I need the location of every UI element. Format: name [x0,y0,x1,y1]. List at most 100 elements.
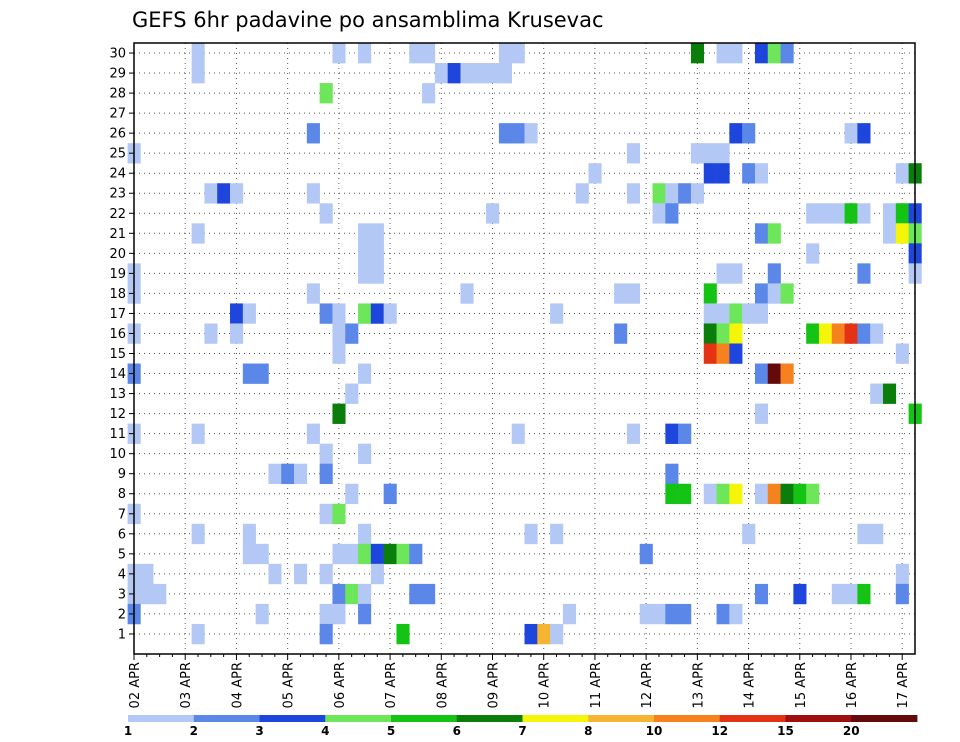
y-tick-label: 13 [109,387,126,402]
legend-label: 2 [190,724,198,738]
heatmap-cell [191,223,205,244]
legend-label: 6 [453,724,461,738]
heatmap-cell [729,43,743,64]
heatmap-cell [358,303,372,324]
x-tick-label: 10 APR [538,662,553,708]
heatmap-cell [358,523,372,545]
heatmap-cell [882,223,897,244]
heatmap-cell [793,583,807,605]
y-tick-label: 1 [118,627,126,642]
heatmap-cell [383,303,397,324]
chart-title: GEFS 6hr padavine po ansamblima Krusevac [132,8,604,32]
x-tick-label: 02 APR [128,662,143,708]
heatmap-cell [498,43,512,64]
heatmap-cell [332,43,346,64]
heatmap-cell [767,223,781,244]
legend-label: 1 [124,724,132,738]
heatmap-cell [844,583,858,605]
legend-label: 10 [646,724,663,738]
heatmap-cell [230,303,244,324]
heatmap-cell [319,563,333,585]
legend-swatch [128,715,195,722]
heatmap-cell [716,163,730,184]
heatmap-cell [498,63,512,84]
heatmap-cell [652,603,666,625]
legend-swatch [259,715,326,722]
heatmap-cell [844,123,858,144]
heatmap-cell [345,383,359,404]
heatmap-cell [524,623,538,645]
heatmap-cell [729,343,743,364]
heatmap-cell [678,483,692,505]
heatmap-cell [742,163,756,184]
heatmap-cell [806,243,820,264]
heatmap-cell [434,63,448,84]
heatmap-cell [754,163,769,184]
heatmap-cell [742,303,756,324]
heatmap-cell [639,543,653,565]
x-tick-label: 13 APR [691,662,706,708]
heatmap-cell [870,523,884,545]
heatmap-cell [703,303,717,324]
heatmap-cell [409,43,423,64]
heatmap-cell [818,203,833,224]
heatmap-cell [306,183,320,204]
legend-swatch [588,715,655,722]
heatmap-cell [332,583,346,605]
heatmap-cell [754,43,769,64]
heatmap-cell [754,483,769,505]
heatmap-cell [626,283,641,304]
legend-label: 3 [255,724,263,738]
heatmap-cell [191,623,205,645]
heatmap-cell [140,563,154,585]
heatmap-cell [857,323,871,344]
heatmap-cell [370,543,384,565]
heatmap-cell [780,363,794,384]
heatmap-cell [857,583,871,605]
y-tick-label: 30 [109,47,126,62]
heatmap-cell [191,523,205,545]
heatmap-cell [370,223,384,244]
heatmap-cell [370,263,384,284]
heatmap-cell [191,423,205,444]
heatmap-cell [588,163,602,184]
heatmap-cell [665,203,679,224]
heatmap-cell [473,63,487,84]
legend-swatch [785,715,852,722]
y-tick-label: 11 [109,427,126,442]
heatmap-cell [742,123,756,144]
heatmap-cell [332,303,346,324]
heatmap-cell [665,483,679,505]
x-tick-label: 11 APR [589,662,604,708]
heatmap-cell [665,603,679,625]
heatmap-cell [345,483,359,505]
y-tick-label: 5 [118,547,126,562]
heatmap-cell [242,543,256,565]
heatmap-cell [895,583,909,605]
heatmap-cell [895,203,909,224]
heatmap-cell [754,583,769,605]
heatmap-cell [153,583,167,605]
heatmap-cell [703,283,717,304]
heatmap-cell [678,603,692,625]
heatmap-cell [716,343,730,364]
heatmap-cell [806,203,820,224]
heatmap-cell [767,363,781,384]
heatmap-cell [319,603,333,625]
y-tick-label: 27 [109,107,126,122]
heatmap-cell [255,543,269,565]
heatmap-cell [729,603,743,625]
heatmap-cell [652,183,666,204]
heatmap-cell [332,603,346,625]
heatmap-cell [204,323,218,344]
y-tick-label: 22 [109,207,126,222]
legend-label: 7 [518,724,526,738]
y-tick-label: 25 [109,147,126,162]
legend-swatch [456,715,523,722]
heatmap-cell [575,183,589,204]
heatmap-cell [626,143,641,164]
y-tick-label: 8 [118,487,126,502]
heatmap-cell [486,203,500,224]
heatmap-cell [652,203,666,224]
heatmap-cell [793,483,807,505]
